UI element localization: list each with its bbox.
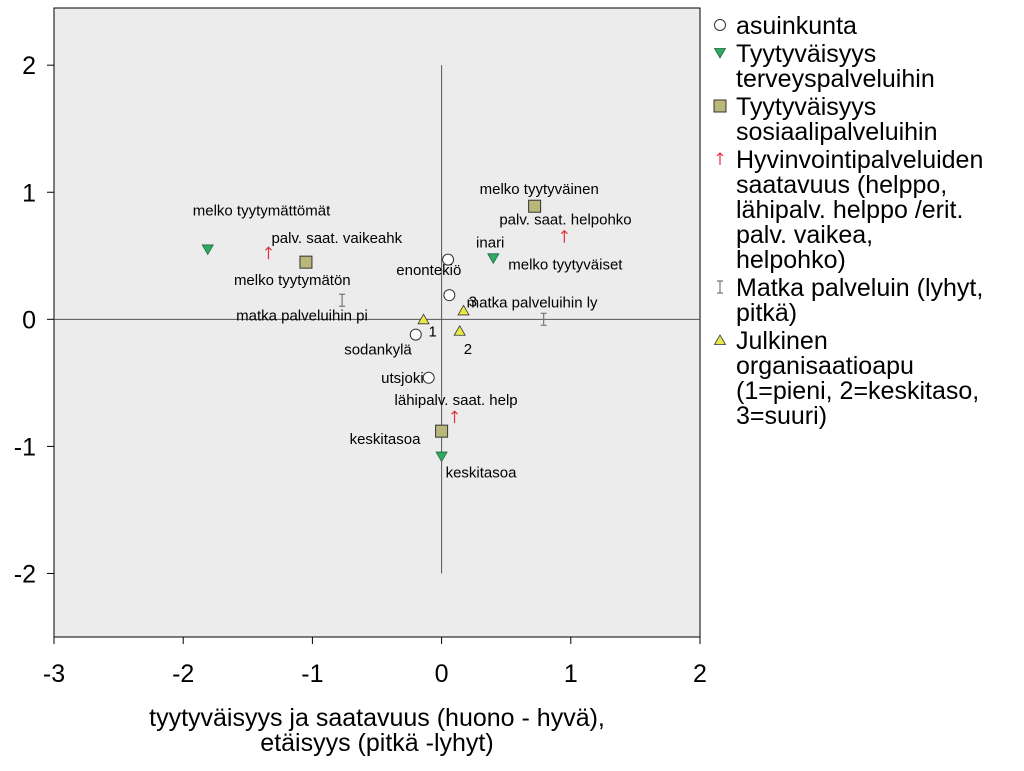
x-tick-label: 1 <box>564 660 578 688</box>
point-label: inari <box>476 235 504 252</box>
legend-entry-text: organisaatioapu <box>736 352 914 380</box>
legend-marker <box>714 19 726 31</box>
legend-entry-text: asuinkunta <box>736 12 857 40</box>
point-label: lähipalv. saat. help <box>395 392 518 409</box>
data-point <box>528 199 542 213</box>
legend: asuinkuntaTyytyväisyysterveyspalveluihin… <box>713 12 983 430</box>
point-label: palv. saat. helpohko <box>499 212 631 229</box>
x-axis: -3 -2 -1 0 1 2 <box>43 637 707 688</box>
y-tick-label: -2 <box>14 560 36 588</box>
y-axis: -2 -1 0 1 2 <box>14 52 54 588</box>
legend-entry-text: pitkä) <box>736 299 797 327</box>
data-point <box>201 244 214 256</box>
point-label: matka palveluihin pi <box>236 307 368 324</box>
data-point <box>422 371 435 384</box>
point-label: melko tyytyväiset <box>508 256 623 273</box>
legend-marker <box>713 334 727 345</box>
point-label: 2 <box>464 341 472 358</box>
legend-entry-text: saatavuus (helppo, <box>736 171 947 199</box>
data-point <box>451 410 458 424</box>
point-label: sodankylä <box>344 342 412 359</box>
point-label: melko tyytymätön <box>234 272 351 289</box>
data-point <box>487 253 500 265</box>
data-point <box>435 424 449 438</box>
legend-entry-text: Tyytyväisyys <box>736 40 876 68</box>
data-point <box>339 293 346 307</box>
point-label: enontekiö <box>396 262 461 279</box>
point-label: melko tyytyväinen <box>480 181 599 198</box>
point-label: 3 <box>469 293 477 310</box>
data-points <box>201 199 568 463</box>
y-tick-label: -1 <box>14 433 36 461</box>
point-label: palv. saat. vaikeahk <box>271 230 402 247</box>
x-tick-label: -2 <box>172 660 194 688</box>
data-point <box>453 324 466 336</box>
data-point <box>435 451 448 463</box>
legend-marker <box>713 99 727 113</box>
data-point <box>299 255 313 269</box>
legend-entry-text: helpohko) <box>736 246 846 274</box>
data-point <box>457 304 470 316</box>
data-point <box>417 313 430 325</box>
legend-entry-text: Tyytyväisyys <box>736 93 876 121</box>
x-axis-title-line-1: tyytyväisyys ja saatavuus (huono - hyvä)… <box>149 704 605 732</box>
legend-marker <box>717 280 723 294</box>
legend-entry-text: 3=suuri) <box>736 402 827 430</box>
x-tick-label: -1 <box>301 660 323 688</box>
plot-area <box>53 7 701 638</box>
legend-entry-text: sosiaalipalveluihin <box>736 118 938 146</box>
legend-entry-text: palv. vaikea, <box>736 221 873 249</box>
data-point <box>560 229 568 243</box>
data-point <box>409 328 422 341</box>
point-label: utsjoki <box>381 370 424 387</box>
point-labels: inari enontekiö sodankylä utsjoki melko tyyt… <box>193 181 632 481</box>
x-tick-label: -3 <box>43 660 65 688</box>
legend-entry-text: Julkinen <box>736 327 828 355</box>
data-point <box>442 253 455 266</box>
x-axis-title-line-2: etäisyys (pitkä -lyhyt) <box>260 729 493 757</box>
legend-entry-text: (1=pieni, 2=keskitaso, <box>736 377 979 405</box>
data-point <box>540 312 547 326</box>
y-tick-label: 0 <box>22 306 36 334</box>
data-point <box>443 289 456 302</box>
point-label: keskitasoa <box>350 431 422 448</box>
x-tick-label: 0 <box>435 660 449 688</box>
legend-entry-text: terveyspalveluihin <box>736 65 935 93</box>
data-point <box>265 246 272 260</box>
y-tick-label: 1 <box>22 179 36 207</box>
legend-marker <box>713 48 727 59</box>
legend-entry-text: Hyvinvointipalveluiden <box>736 146 983 174</box>
legend-entry-text: Matka palveluin (lyhyt, <box>736 274 983 302</box>
point-label: matka palveluihin ly <box>467 294 598 311</box>
x-tick-label: 2 <box>693 660 707 688</box>
legend-entry-text: lähipalv. helppo /erit. <box>736 196 963 224</box>
legend-marker <box>716 152 724 165</box>
point-label: 1 <box>429 323 437 340</box>
point-label: keskitasoa <box>446 465 518 482</box>
y-tick-label: 2 <box>22 52 36 80</box>
point-label: melko tyytymättömät <box>193 202 331 219</box>
